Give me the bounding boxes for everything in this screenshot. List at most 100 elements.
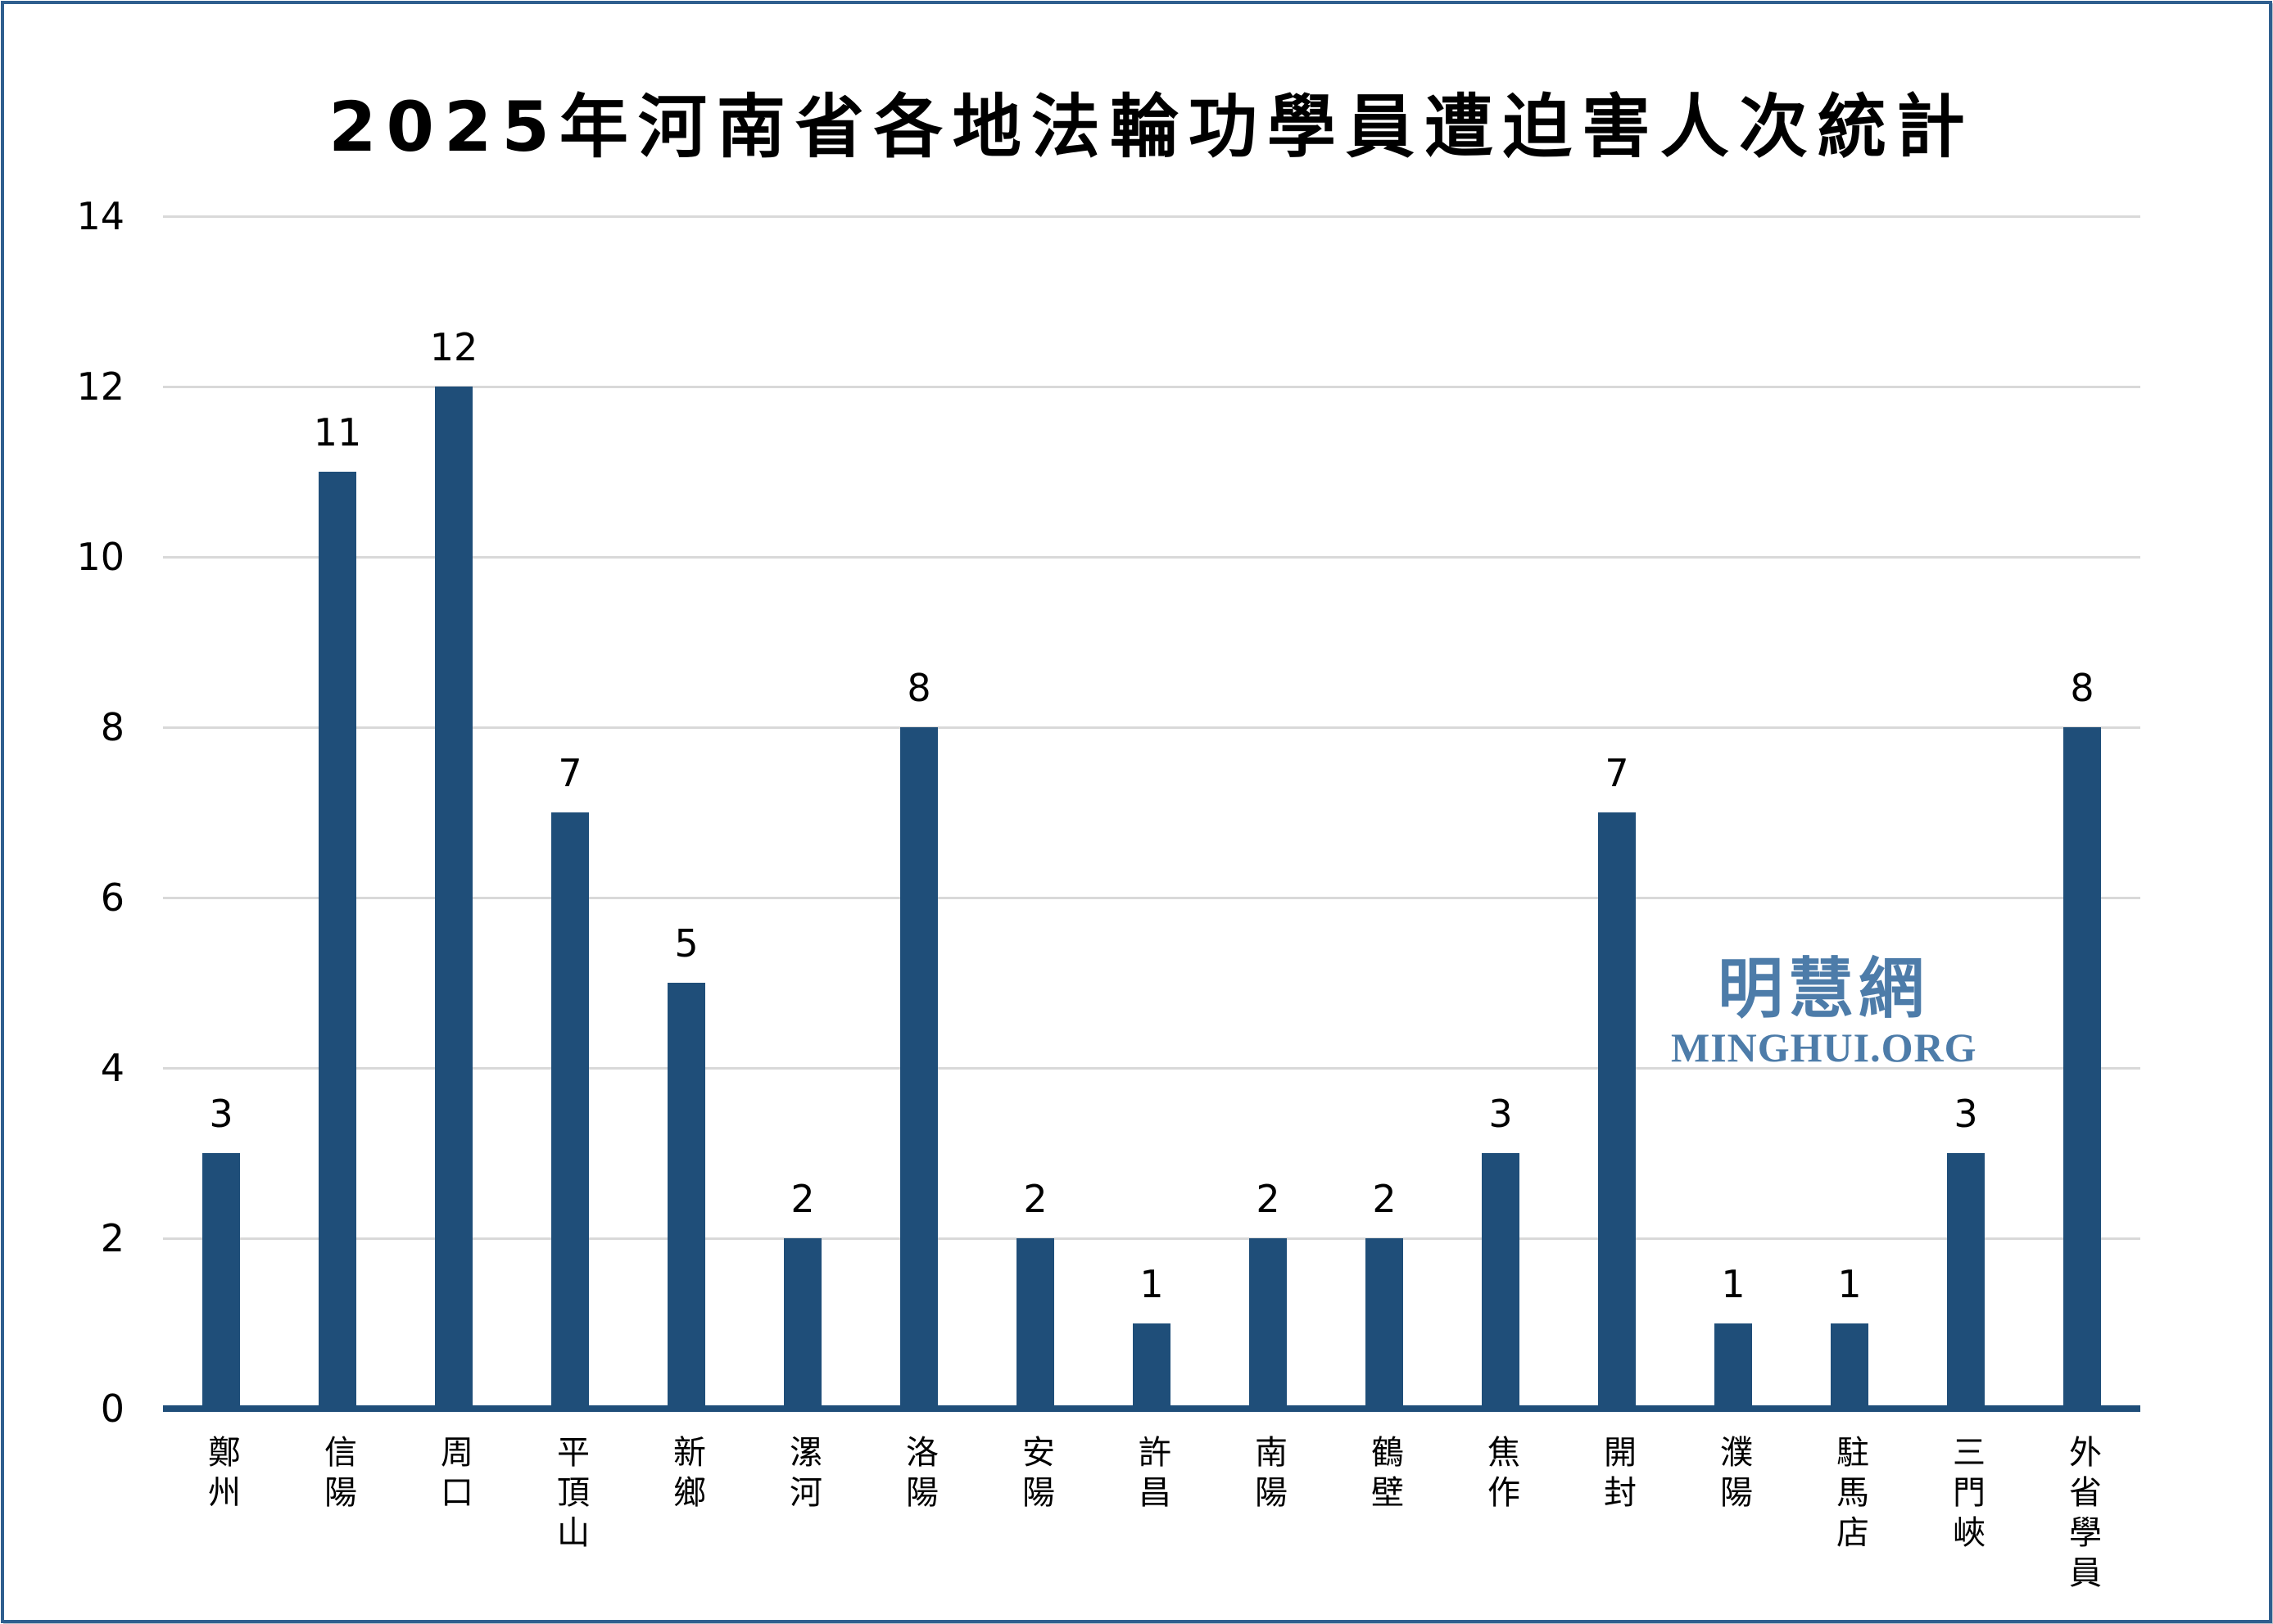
bar: [784, 1238, 822, 1409]
x-tick: 駐馬店: [1791, 1435, 1908, 1555]
bar-group: 5: [628, 923, 745, 1409]
y-tick-label: 12: [76, 364, 125, 409]
x-tick: 三門峽: [1908, 1435, 2024, 1555]
value-label: 7: [1605, 751, 1629, 796]
x-tick: 平頂山: [512, 1435, 628, 1555]
bar-group: 7: [512, 753, 628, 1409]
x-tick-label: 三門峽: [1947, 1435, 1985, 1555]
gridline: [163, 556, 2140, 559]
x-tick: 焦作: [1442, 1435, 1559, 1515]
value-label: 2: [1372, 1177, 1397, 1222]
value-label: 2: [1023, 1177, 1048, 1222]
x-tick: 周口: [396, 1435, 512, 1515]
x-tick-label: 濮陽: [1714, 1435, 1752, 1515]
bar: [1714, 1323, 1752, 1409]
bar: [1831, 1323, 1868, 1409]
value-label: 1: [1837, 1262, 1862, 1307]
bar-group: 8: [861, 667, 977, 1409]
bar: [551, 812, 589, 1409]
bar: [319, 472, 356, 1409]
x-tick: 外省學員: [2024, 1435, 2140, 1595]
bar-group: 7: [1559, 753, 1675, 1409]
x-tick-label: 平頂山: [551, 1435, 589, 1555]
value-label: 8: [907, 666, 931, 711]
x-tick: 漯河: [745, 1435, 861, 1515]
x-tick: 許昌: [1093, 1435, 1210, 1515]
bar-group: 1: [1675, 1264, 1791, 1409]
gridline: [163, 897, 2140, 899]
value-label: 5: [674, 921, 699, 966]
value-label: 2: [1256, 1177, 1280, 1222]
x-axis-line: [163, 1405, 2140, 1412]
gridline: [163, 215, 2140, 218]
x-tick: 南陽: [1210, 1435, 1326, 1515]
bar-group: 3: [1442, 1093, 1559, 1409]
chart-title: 2025年河南省各地法輪功學員遭迫害人次統計: [328, 87, 1975, 167]
watermark: 明慧網 MINGHUI.ORG: [1671, 951, 1977, 1070]
bar-group: 1: [1093, 1264, 1210, 1409]
bar-group: 1: [1791, 1264, 1908, 1409]
x-tick: 洛陽: [861, 1435, 977, 1515]
gridline: [163, 1067, 2140, 1070]
bar: [1249, 1238, 1287, 1409]
value-label: 3: [1488, 1092, 1513, 1137]
x-tick-label: 焦作: [1482, 1435, 1519, 1515]
bar: [1947, 1153, 1985, 1409]
value-label: 1: [1139, 1262, 1164, 1307]
x-tick-label: 安陽: [1017, 1435, 1054, 1515]
x-tick: 鶴壁: [1326, 1435, 1442, 1515]
bar-group: 2: [1326, 1178, 1442, 1409]
y-tick-label: 2: [100, 1216, 125, 1260]
x-tick: 安陽: [977, 1435, 1093, 1515]
x-tick-label: 鶴壁: [1365, 1435, 1403, 1515]
x-tick: 開封: [1559, 1435, 1675, 1515]
bar-group: 2: [745, 1178, 861, 1409]
value-label: 8: [2070, 666, 2094, 711]
value-label: 7: [558, 751, 582, 796]
x-tick-label: 鄭州: [202, 1435, 240, 1515]
x-tick-label: 周口: [435, 1435, 473, 1515]
x-tick-label: 信陽: [319, 1435, 356, 1515]
x-tick-label: 南陽: [1249, 1435, 1287, 1515]
plot-area: 3 11 12 7 5 2 8 2 1 2 2 3 7 1 1 3 8: [163, 215, 2140, 1412]
bar: [2063, 727, 2101, 1409]
bar-group: 3: [1908, 1093, 2024, 1409]
bar: [668, 983, 705, 1409]
bar-group: 11: [279, 412, 396, 1409]
bar: [1017, 1238, 1054, 1409]
x-tick-label: 外省學員: [2063, 1435, 2101, 1595]
gridline: [163, 726, 2140, 729]
x-tick: 鄭州: [163, 1435, 279, 1515]
bar: [1482, 1153, 1519, 1409]
bar: [900, 727, 938, 1409]
x-axis-labels: 鄭州 信陽 周口 平頂山 新鄉 漯河 洛陽 安陽 許昌 南陽 鶴壁 焦作 開封 濮陽 駐馬店 三門峽 外省學員: [163, 1435, 2140, 1595]
gridline: [163, 386, 2140, 388]
value-label: 2: [790, 1177, 815, 1222]
x-tick-label: 許昌: [1133, 1435, 1170, 1515]
bar: [1365, 1238, 1403, 1409]
x-tick-label: 漯河: [784, 1435, 822, 1515]
bars-row: 3 11 12 7 5 2 8 2 1 2 2 3 7 1 1 3 8: [163, 216, 2140, 1409]
value-label: 3: [1954, 1092, 1978, 1137]
x-tick-label: 駐馬店: [1831, 1435, 1868, 1555]
value-label: 3: [209, 1092, 233, 1137]
watermark-latin-text: MINGHUI.ORG: [1671, 1025, 1977, 1070]
y-tick-label: 4: [100, 1046, 125, 1090]
x-tick-label: 洛陽: [900, 1435, 938, 1515]
x-tick: 新鄉: [628, 1435, 745, 1515]
x-tick: 信陽: [279, 1435, 396, 1515]
value-label: 1: [1721, 1262, 1746, 1307]
bar-group: 12: [396, 327, 512, 1409]
bar: [202, 1153, 240, 1409]
bar: [1133, 1323, 1170, 1409]
bar-group: 2: [977, 1178, 1093, 1409]
gridline: [163, 1237, 2140, 1240]
y-tick-label: 6: [100, 875, 125, 920]
x-tick: 濮陽: [1675, 1435, 1791, 1515]
bar-group: 3: [163, 1093, 279, 1409]
y-tick-label: 0: [100, 1387, 125, 1431]
value-label: 11: [313, 410, 362, 455]
watermark-cjk-text: 明慧網: [1718, 951, 1929, 1027]
y-tick-label: 10: [76, 535, 125, 579]
